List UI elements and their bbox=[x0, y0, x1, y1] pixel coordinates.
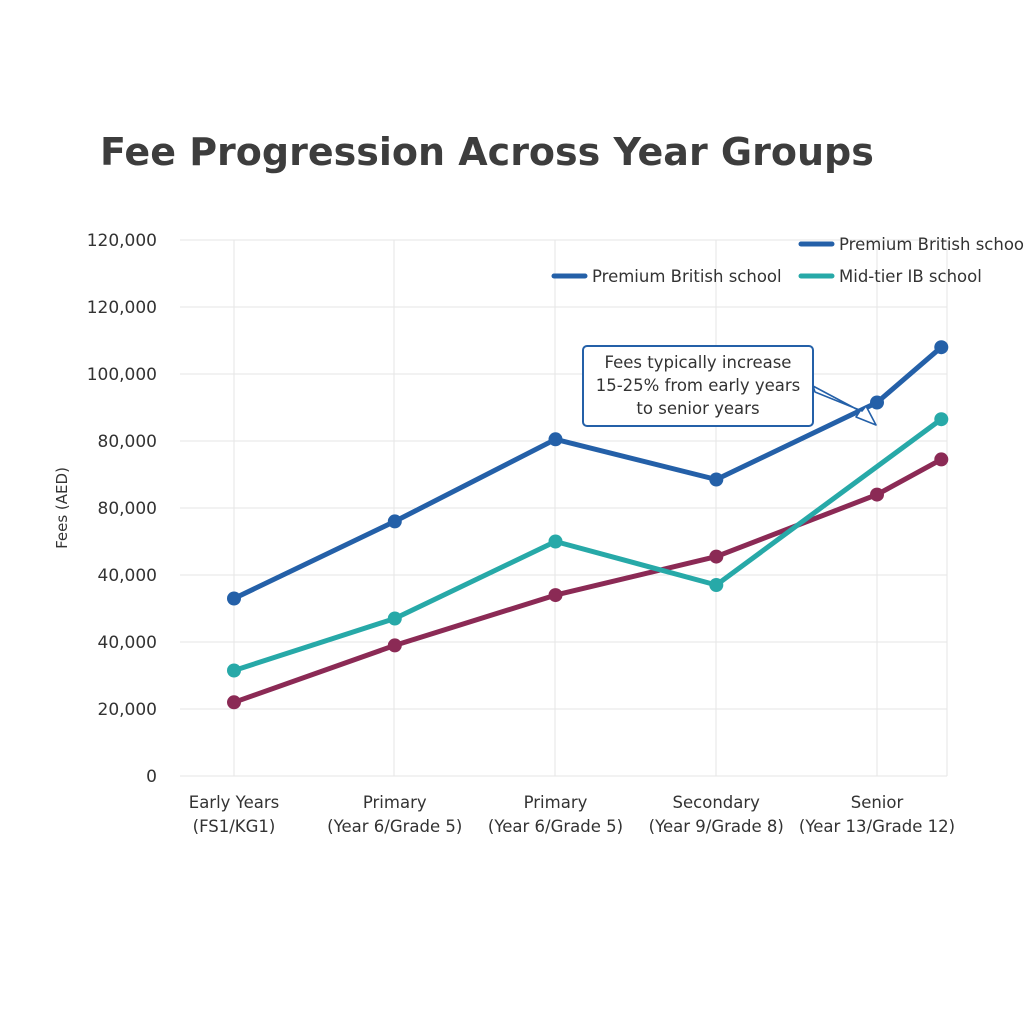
data-point bbox=[870, 487, 884, 502]
series-line bbox=[231, 344, 944, 601]
x-category-sublabel: (Year 6/Grade 5) bbox=[327, 817, 462, 836]
x-category-label: Senior bbox=[851, 793, 904, 812]
y-tick-label: 120,000 bbox=[87, 298, 157, 318]
legend: Premium British schoo Premium British sc… bbox=[551, 235, 1024, 286]
annotation-line-2: 15-25% from early years bbox=[596, 376, 801, 395]
legend-label-premium-british: Premium British school bbox=[592, 267, 782, 286]
y-tick-label: 20,000 bbox=[98, 700, 157, 720]
x-category-sublabel: (Year 13/Grade 12) bbox=[799, 817, 955, 836]
data-point bbox=[709, 549, 724, 564]
grid-lines bbox=[180, 239, 948, 777]
data-point bbox=[548, 534, 563, 549]
data-point bbox=[387, 638, 402, 653]
data-point bbox=[548, 432, 563, 447]
y-axis-label: Fees (AED) bbox=[53, 467, 71, 549]
y-tick-label: 80,000 bbox=[98, 499, 157, 519]
series-group bbox=[227, 340, 949, 606]
x-category-sublabel: (Year 9/Grade 8) bbox=[649, 817, 784, 836]
series-line bbox=[231, 416, 944, 673]
y-axis-tick-labels: 0 20,000 40,000 40,000 80,000 80,000 100,000 12… bbox=[87, 231, 157, 787]
data-point bbox=[227, 695, 241, 710]
data-point bbox=[387, 611, 402, 626]
y-tick-label: 100,000 bbox=[87, 365, 157, 385]
data-point bbox=[709, 472, 724, 487]
x-category-label: Primary bbox=[524, 793, 588, 812]
annotation-arrow-icon bbox=[812, 385, 877, 426]
data-point bbox=[934, 452, 949, 467]
data-point bbox=[387, 514, 402, 529]
legend-label-mid-tier-ib: Mid-tier IB school bbox=[839, 267, 982, 286]
x-category-sublabel: (FS1/KG1) bbox=[193, 817, 276, 836]
series-group bbox=[227, 412, 949, 678]
annotation-line-3: to senior years bbox=[636, 399, 759, 418]
y-tick-label: 80,000 bbox=[98, 432, 157, 452]
x-category-label: Primary bbox=[363, 793, 427, 812]
x-category-label: Early Years bbox=[189, 793, 279, 812]
y-tick-label: 0 bbox=[146, 767, 157, 787]
y-tick-label: 40,000 bbox=[98, 566, 157, 586]
annotation-line-1: Fees typically increase bbox=[605, 353, 792, 372]
data-point bbox=[227, 663, 241, 678]
y-tick-label: 120,000 bbox=[87, 231, 157, 251]
data-point bbox=[934, 340, 949, 355]
y-tick-label: 40,000 bbox=[98, 633, 157, 653]
series-group bbox=[227, 452, 949, 710]
x-category-sublabel: (Year 6/Grade 5) bbox=[488, 817, 623, 836]
annotation-callout: Fees typically increase 15-25% from earl… bbox=[582, 345, 877, 427]
x-axis-category-labels: Early Years (FS1/KG1) Primary (Year 6/Grade… bbox=[189, 793, 955, 836]
series-lines bbox=[227, 340, 949, 710]
data-point bbox=[709, 578, 724, 592]
series-line bbox=[231, 456, 944, 705]
x-category-label: Secondary bbox=[673, 793, 761, 812]
data-point bbox=[870, 395, 884, 410]
data-point bbox=[934, 412, 949, 427]
legend-label-premium-british-top: Premium British schoo bbox=[839, 235, 1024, 254]
data-point bbox=[227, 591, 241, 606]
data-point bbox=[548, 588, 563, 603]
chart-title: Fee Progression Across Year Groups bbox=[100, 130, 874, 174]
